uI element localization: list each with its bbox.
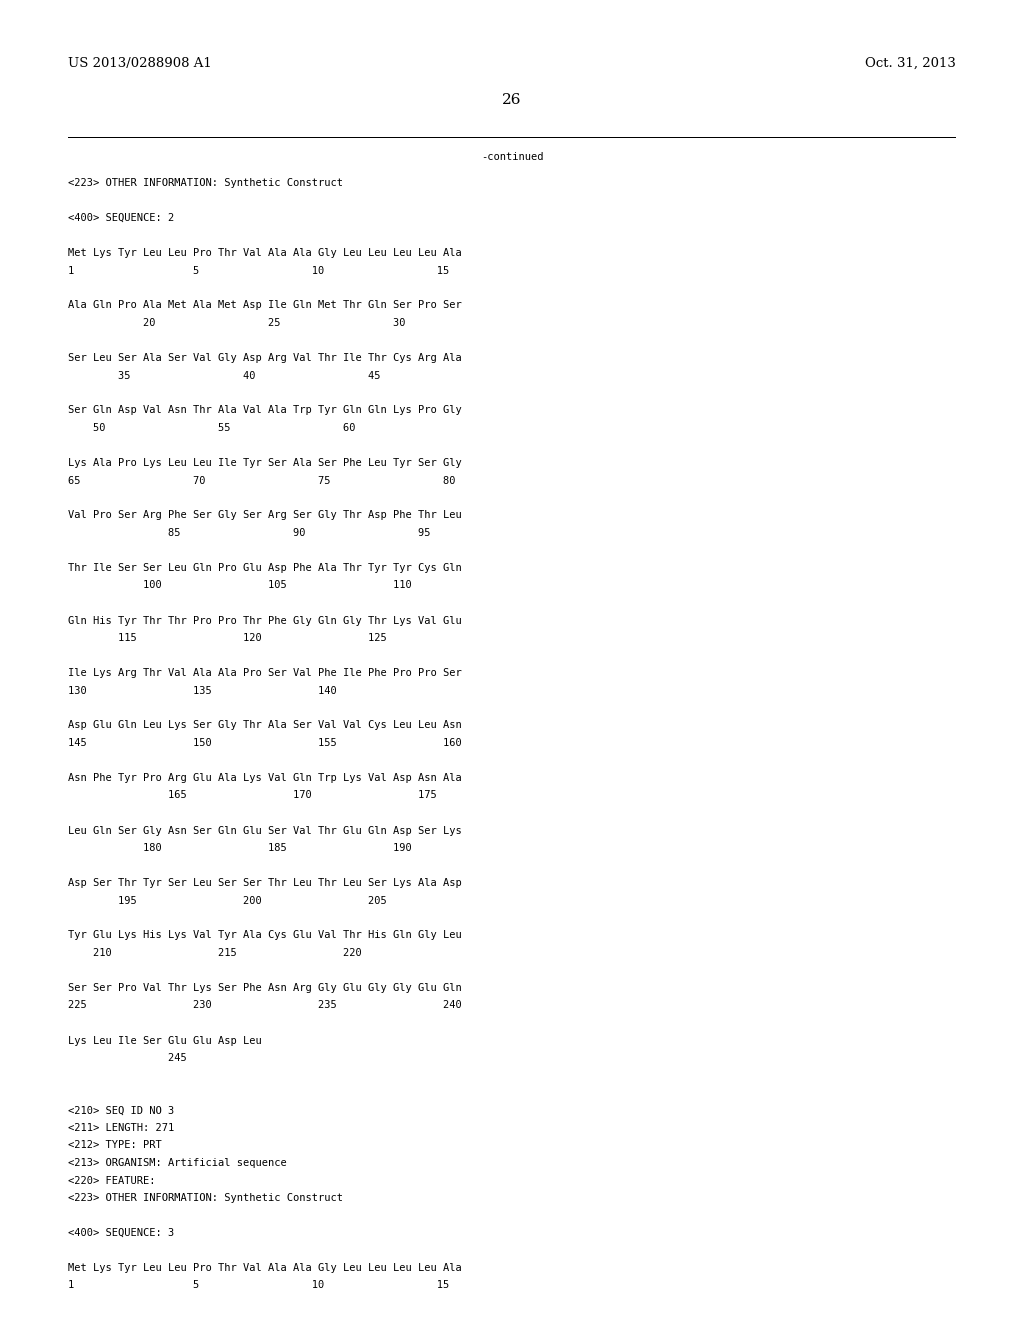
Text: Ser Leu Ser Ala Ser Val Gly Asp Arg Val Thr Ile Thr Cys Arg Ala: Ser Leu Ser Ala Ser Val Gly Asp Arg Val … xyxy=(68,352,462,363)
Text: 165                 170                 175: 165 170 175 xyxy=(68,791,437,800)
Text: 130                 135                 140: 130 135 140 xyxy=(68,685,337,696)
Text: 1                   5                  10                  15: 1 5 10 15 xyxy=(68,1280,450,1291)
Text: <223> OTHER INFORMATION: Synthetic Construct: <223> OTHER INFORMATION: Synthetic Const… xyxy=(68,178,343,187)
Text: 145                 150                 155                 160: 145 150 155 160 xyxy=(68,738,462,748)
Text: 50                  55                  60: 50 55 60 xyxy=(68,422,355,433)
Text: Met Lys Tyr Leu Leu Pro Thr Val Ala Ala Gly Leu Leu Leu Leu Ala: Met Lys Tyr Leu Leu Pro Thr Val Ala Ala … xyxy=(68,1263,462,1272)
Text: <211> LENGTH: 271: <211> LENGTH: 271 xyxy=(68,1123,174,1133)
Text: Leu Gln Ser Gly Asn Ser Gln Glu Ser Val Thr Glu Gln Asp Ser Lys: Leu Gln Ser Gly Asn Ser Gln Glu Ser Val … xyxy=(68,825,462,836)
Text: 65                  70                  75                  80: 65 70 75 80 xyxy=(68,475,456,486)
Text: Oct. 31, 2013: Oct. 31, 2013 xyxy=(865,57,956,70)
Text: Ala Gln Pro Ala Met Ala Met Asp Ile Gln Met Thr Gln Ser Pro Ser: Ala Gln Pro Ala Met Ala Met Asp Ile Gln … xyxy=(68,301,462,310)
Text: Asn Phe Tyr Pro Arg Glu Ala Lys Val Gln Trp Lys Val Asp Asn Ala: Asn Phe Tyr Pro Arg Glu Ala Lys Val Gln … xyxy=(68,774,462,783)
Text: Lys Ala Pro Lys Leu Leu Ile Tyr Ser Ala Ser Phe Leu Tyr Ser Gly: Lys Ala Pro Lys Leu Leu Ile Tyr Ser Ala … xyxy=(68,458,462,469)
Text: US 2013/0288908 A1: US 2013/0288908 A1 xyxy=(68,57,212,70)
Text: 245: 245 xyxy=(68,1053,186,1063)
Text: Tyr Glu Lys His Lys Val Tyr Ala Cys Glu Val Thr His Gln Gly Leu: Tyr Glu Lys His Lys Val Tyr Ala Cys Glu … xyxy=(68,931,462,940)
Text: 1                   5                  10                  15: 1 5 10 15 xyxy=(68,265,450,276)
Text: <212> TYPE: PRT: <212> TYPE: PRT xyxy=(68,1140,162,1151)
Text: 225                 230                 235                 240: 225 230 235 240 xyxy=(68,1001,462,1011)
Text: 180                 185                 190: 180 185 190 xyxy=(68,843,412,853)
Text: Asp Ser Thr Tyr Ser Leu Ser Ser Thr Leu Thr Leu Ser Lys Ala Asp: Asp Ser Thr Tyr Ser Leu Ser Ser Thr Leu … xyxy=(68,878,462,888)
Text: 20                  25                  30: 20 25 30 xyxy=(68,318,406,327)
Text: 85                  90                  95: 85 90 95 xyxy=(68,528,430,539)
Text: -continued: -continued xyxy=(480,152,544,162)
Text: <223> OTHER INFORMATION: Synthetic Construct: <223> OTHER INFORMATION: Synthetic Const… xyxy=(68,1193,343,1203)
Text: Ile Lys Arg Thr Val Ala Ala Pro Ser Val Phe Ile Phe Pro Pro Ser: Ile Lys Arg Thr Val Ala Ala Pro Ser Val … xyxy=(68,668,462,678)
Text: <210> SEQ ID NO 3: <210> SEQ ID NO 3 xyxy=(68,1106,174,1115)
Text: <220> FEATURE:: <220> FEATURE: xyxy=(68,1176,156,1185)
Text: <400> SEQUENCE: 3: <400> SEQUENCE: 3 xyxy=(68,1228,174,1238)
Text: Ser Gln Asp Val Asn Thr Ala Val Ala Trp Tyr Gln Gln Lys Pro Gly: Ser Gln Asp Val Asn Thr Ala Val Ala Trp … xyxy=(68,405,462,416)
Text: <213> ORGANISM: Artificial sequence: <213> ORGANISM: Artificial sequence xyxy=(68,1158,287,1168)
Text: 26: 26 xyxy=(502,92,522,107)
Text: Gln His Tyr Thr Thr Pro Pro Thr Phe Gly Gln Gly Thr Lys Val Glu: Gln His Tyr Thr Thr Pro Pro Thr Phe Gly … xyxy=(68,615,462,626)
Text: Val Pro Ser Arg Phe Ser Gly Ser Arg Ser Gly Thr Asp Phe Thr Leu: Val Pro Ser Arg Phe Ser Gly Ser Arg Ser … xyxy=(68,511,462,520)
Text: Met Lys Tyr Leu Leu Pro Thr Val Ala Ala Gly Leu Leu Leu Leu Ala: Met Lys Tyr Leu Leu Pro Thr Val Ala Ala … xyxy=(68,248,462,257)
Text: 210                 215                 220: 210 215 220 xyxy=(68,948,361,958)
Text: Asp Glu Gln Leu Lys Ser Gly Thr Ala Ser Val Val Cys Leu Leu Asn: Asp Glu Gln Leu Lys Ser Gly Thr Ala Ser … xyxy=(68,721,462,730)
Text: Lys Leu Ile Ser Glu Glu Asp Leu: Lys Leu Ile Ser Glu Glu Asp Leu xyxy=(68,1035,262,1045)
Text: 100                 105                 110: 100 105 110 xyxy=(68,581,412,590)
Text: <400> SEQUENCE: 2: <400> SEQUENCE: 2 xyxy=(68,213,174,223)
Text: 115                 120                 125: 115 120 125 xyxy=(68,634,387,643)
Text: Thr Ile Ser Ser Leu Gln Pro Glu Asp Phe Ala Thr Tyr Tyr Cys Gln: Thr Ile Ser Ser Leu Gln Pro Glu Asp Phe … xyxy=(68,564,462,573)
Text: 195                 200                 205: 195 200 205 xyxy=(68,895,387,906)
Text: 35                  40                  45: 35 40 45 xyxy=(68,371,381,380)
Text: Ser Ser Pro Val Thr Lys Ser Phe Asn Arg Gly Glu Gly Gly Glu Gln: Ser Ser Pro Val Thr Lys Ser Phe Asn Arg … xyxy=(68,983,462,993)
